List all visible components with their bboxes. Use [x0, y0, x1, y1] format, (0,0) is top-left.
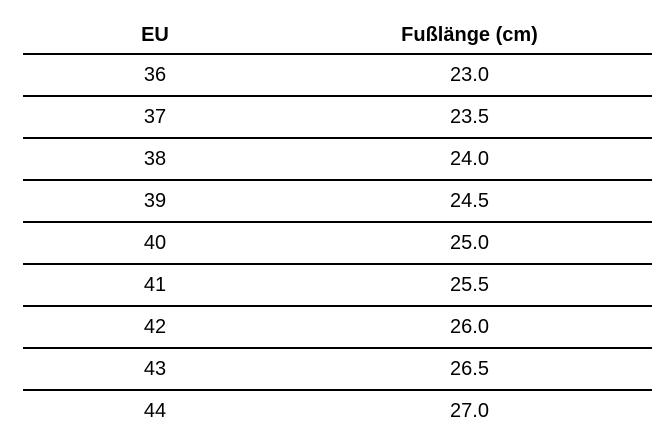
cell-foot-length: 27.0 — [450, 399, 489, 422]
cell-eu-size: 36 — [143, 63, 167, 86]
cell-foot-length: 25.0 — [450, 231, 489, 254]
table-row: 41 25.5 — [23, 265, 652, 307]
table-row: 39 24.5 — [23, 181, 652, 223]
size-table: EU Fußlänge (cm) 36 23.0 37 23.5 38 24.0 39 24.… — [23, 17, 652, 431]
cell-eu-size: 37 — [143, 105, 167, 128]
header-eu: EU — [141, 23, 169, 46]
cell-foot-length: 26.0 — [450, 315, 489, 338]
table-row: 37 23.5 — [23, 97, 652, 139]
table-row: 38 24.0 — [23, 139, 652, 181]
cell-foot-length: 23.0 — [450, 63, 489, 86]
cell-eu-size: 41 — [143, 273, 167, 296]
cell-foot-length: 24.0 — [450, 147, 489, 170]
table-row: 42 26.0 — [23, 307, 652, 349]
header-foot-length: Fußlänge (cm) — [401, 23, 538, 46]
cell-eu-size: 39 — [143, 189, 167, 212]
cell-foot-length: 23.5 — [450, 105, 489, 128]
cell-eu-size: 42 — [143, 315, 167, 338]
cell-eu-size: 40 — [143, 231, 167, 254]
table-header: EU Fußlänge (cm) — [23, 17, 652, 55]
table-row: 44 27.0 — [23, 391, 652, 431]
cell-eu-size: 38 — [143, 147, 167, 170]
cell-foot-length: 26.5 — [450, 357, 489, 380]
cell-eu-size: 44 — [143, 399, 167, 422]
table-row: 36 23.0 — [23, 55, 652, 97]
table-row: 40 25.0 — [23, 223, 652, 265]
cell-foot-length: 25.5 — [450, 273, 489, 296]
table-row: 43 26.5 — [23, 349, 652, 391]
cell-eu-size: 43 — [143, 357, 167, 380]
cell-foot-length: 24.5 — [450, 189, 489, 212]
